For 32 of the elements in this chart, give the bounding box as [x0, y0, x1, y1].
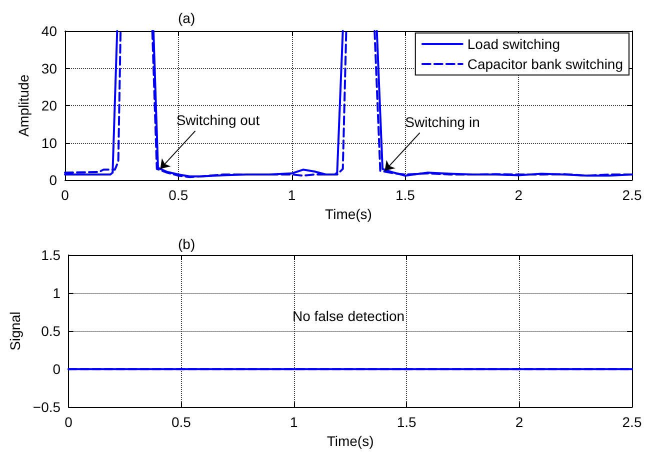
x-axis-title: Time(s) — [326, 433, 374, 449]
y-tick-label: 30 — [41, 60, 58, 76]
y-tick-label: 40 — [41, 23, 58, 39]
x-tick-label: 2 — [514, 187, 523, 204]
x-tick-label: 0 — [64, 414, 73, 430]
legend-label: Load switching — [467, 36, 560, 52]
chart-title: (a) — [178, 10, 196, 26]
x-tick-label: 0.5 — [168, 187, 188, 204]
x-axis-title: Time(s) — [325, 206, 372, 222]
y-tick-label: 10 — [41, 134, 58, 151]
y-tick-label: 1 — [52, 285, 61, 302]
x-tick-label: 2.5 — [622, 187, 642, 204]
legend-label: Capacitor bank switching — [467, 56, 624, 72]
y-tick-label: 0 — [52, 361, 61, 378]
y-axis-title: Amplitude — [16, 74, 32, 137]
x-tick-label: 0.5 — [171, 414, 192, 430]
annotation: Switching out — [176, 112, 260, 128]
annotation: Switching in — [405, 114, 480, 130]
x-tick-label: 2.5 — [622, 414, 642, 430]
y-tick-label: 1.5 — [41, 247, 61, 263]
y-axis-title: Signal — [7, 312, 23, 351]
x-tick-label: 1.5 — [396, 414, 417, 430]
x-tick-label: 1.5 — [395, 187, 416, 204]
chart-title: (b) — [178, 236, 196, 252]
x-tick-label: 1 — [290, 414, 298, 430]
y-tick-label: 0.5 — [41, 323, 61, 340]
y-tick-label: 0 — [49, 172, 58, 188]
x-tick-label: 2 — [515, 414, 524, 430]
x-tick-label: 1 — [288, 187, 296, 204]
y-tick-label: 20 — [41, 98, 58, 114]
annotation: No false detection — [292, 308, 405, 324]
y-tick-label: −0.5 — [32, 399, 61, 416]
